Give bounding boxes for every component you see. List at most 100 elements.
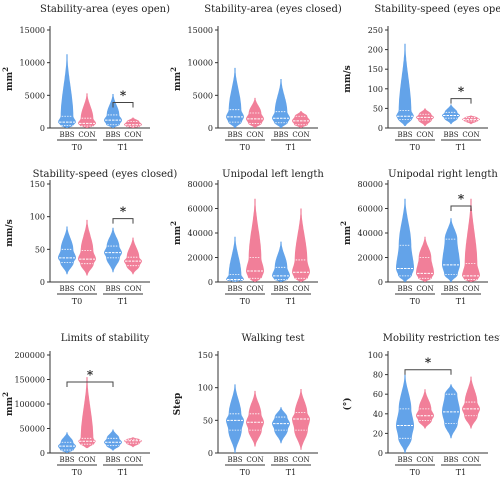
panel-4: Stability-speed (eyes closed) mm/s 0 50 100 1… <box>5 169 177 306</box>
x-category-label: BBS <box>105 456 120 464</box>
y-tick-label: 0 <box>208 278 213 287</box>
violin-con-t0 <box>246 390 264 447</box>
y-tick-label: 50000 <box>20 425 45 434</box>
significance-star: * <box>458 192 465 206</box>
y-tick-label: 0 <box>40 449 45 458</box>
x-category-label: CON <box>416 131 433 139</box>
violin-con-t1 <box>124 237 142 275</box>
violin-bbs-t0 <box>226 236 244 282</box>
violin-con-t0 <box>78 377 96 449</box>
y-tick-label: 15000 <box>20 26 45 35</box>
violin-bbs-t0 <box>396 43 414 127</box>
significance-star: * <box>120 89 127 103</box>
y-tick-label: 60000 <box>188 205 213 214</box>
y-tick-label: 10000 <box>188 59 213 68</box>
x-category-label: CON <box>462 456 479 464</box>
y-tick-label: 20 <box>373 429 383 438</box>
y-tick-label: 40000 <box>358 229 383 238</box>
x-category-label: CON <box>78 285 95 293</box>
panel-title: Walking test <box>242 333 305 344</box>
y-tick-label: 0 <box>378 278 383 287</box>
x-category-label: BBS <box>105 131 120 139</box>
y-axis-label-superscript: 2 <box>1 392 10 397</box>
y-axis-label: mm2 <box>1 67 15 91</box>
violin-bbs-t1 <box>104 94 122 128</box>
x-category-label: CON <box>416 456 433 464</box>
y-axis-label: mm2 <box>169 221 183 245</box>
group-label: T0 <box>240 468 250 477</box>
panel-title: Stability-speed (eyes closed) <box>33 169 178 180</box>
y-axis-label: (°) <box>342 397 353 410</box>
panel-title: Unipodal left length <box>222 169 324 180</box>
x-category-label: BBS <box>273 131 288 139</box>
significance-star: * <box>120 205 127 219</box>
y-tick-label: 80000 <box>358 180 383 189</box>
y-tick-label: 0 <box>378 124 383 133</box>
y-tick-label: 0 <box>208 124 213 133</box>
x-category-label: BBS <box>59 456 74 464</box>
violin-con-t0 <box>416 389 434 429</box>
y-axis-label: mm2 <box>169 67 183 91</box>
panel-9: Mobility restriction test (°) 0 20 40 60 80 100… <box>342 333 500 477</box>
y-tick-label: 150000 <box>14 376 45 385</box>
violin-bbs-t1 <box>104 429 122 451</box>
y-tick-label: 200000 <box>14 351 45 360</box>
y-tick-label: 20000 <box>358 254 383 263</box>
y-tick-label: 10000 <box>20 59 45 68</box>
violin-con-t0 <box>78 219 96 276</box>
y-tick-label: 40000 <box>188 229 213 238</box>
y-tick-label: 60000 <box>358 205 383 214</box>
violin-con-t1 <box>462 198 480 282</box>
significance-star: * <box>87 368 94 382</box>
x-category-label: BBS <box>105 285 120 293</box>
significance-star: * <box>458 85 465 99</box>
y-tick-label: 0 <box>208 449 213 458</box>
group-label: T1 <box>286 468 296 477</box>
y-axis-label-superscript: 2 <box>169 221 178 226</box>
group-label: T1 <box>118 297 128 306</box>
group-label: T1 <box>118 468 128 477</box>
x-category-label: BBS <box>443 456 458 464</box>
significance-bracket <box>112 102 134 108</box>
panel-2: Stability-area (eyes closed) mm2 0 5000 1000… <box>169 4 342 152</box>
significance-bracket <box>450 98 472 104</box>
y-axis-label: mm/s <box>5 219 15 246</box>
violin-con-t1 <box>292 111 310 128</box>
y-tick-label: 100000 <box>14 400 45 409</box>
violin-bbs-t0 <box>226 67 244 128</box>
y-tick-label: 250 <box>368 26 383 35</box>
y-tick-label: 5000 <box>25 91 45 100</box>
y-axis-label-superscript: 2 <box>169 67 178 72</box>
y-tick-label: 100 <box>368 85 383 94</box>
violin-con-t1 <box>124 117 142 128</box>
panel-title: Stability-speed (eyes open) <box>374 4 500 15</box>
group-label: T1 <box>456 297 466 306</box>
x-category-label: CON <box>292 456 309 464</box>
group-label: T0 <box>410 143 420 152</box>
x-category-label: CON <box>246 456 263 464</box>
x-category-label: CON <box>462 131 479 139</box>
significance-bracket <box>112 218 134 224</box>
y-tick-label: 150 <box>368 65 383 74</box>
violin-bbs-t1 <box>104 227 122 273</box>
x-category-label: CON <box>124 285 141 293</box>
violin-con-t0 <box>246 97 264 128</box>
x-category-label: CON <box>124 456 141 464</box>
violin-bbs-t0 <box>396 198 414 282</box>
y-tick-label: 100 <box>198 384 213 393</box>
violin-bbs-t1 <box>272 241 290 282</box>
y-tick-label: 0 <box>40 278 45 287</box>
violin-bbs-t1 <box>272 407 290 444</box>
y-tick-label: 150 <box>30 180 45 189</box>
panel-8: Walking test Step 0 50 100 150 BBS CON BBS CON T0 T… <box>173 333 318 477</box>
x-category-label: CON <box>246 285 263 293</box>
y-axis-label: mm/s <box>343 65 353 92</box>
y-tick-label: 20000 <box>188 254 213 263</box>
violin-bbs-t0 <box>58 226 76 275</box>
panel-3: Stability-speed (eyes open) mm/s 0 50 100 150… <box>343 4 500 152</box>
group-label: T0 <box>240 297 250 306</box>
x-category-label: BBS <box>227 456 242 464</box>
panel-title: Unipodal right length <box>388 169 498 180</box>
violin-con-t0 <box>416 236 434 282</box>
